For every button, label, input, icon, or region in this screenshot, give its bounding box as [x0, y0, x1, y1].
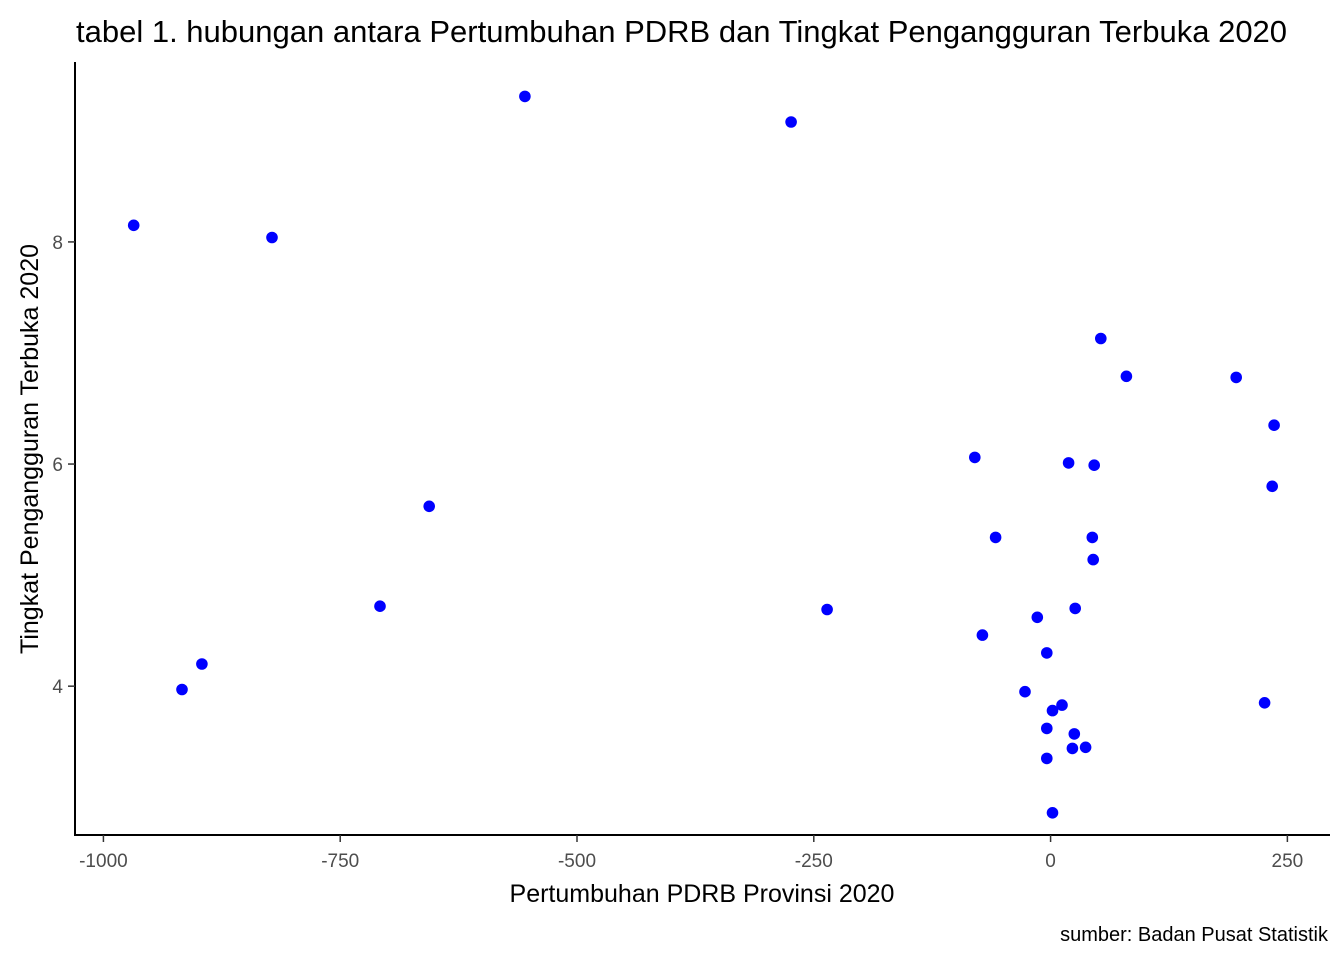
scatter-point — [266, 231, 278, 244]
scatter-point — [1258, 697, 1271, 709]
scatter-point — [1056, 699, 1068, 711]
scatter-point — [1046, 704, 1059, 717]
scatter-point — [1066, 742, 1079, 755]
scatter-point — [821, 603, 833, 616]
plot-area — [127, 90, 1280, 819]
scatter-point — [1041, 752, 1053, 765]
scatter-point — [1062, 457, 1075, 469]
scatter-point — [176, 683, 188, 696]
y-tick-label: 8 — [52, 233, 63, 254]
scatter-point — [989, 531, 1002, 544]
x-tick-label: -250 — [795, 851, 833, 872]
scatter-point — [1068, 728, 1081, 740]
x-tick-label: 0 — [1045, 851, 1056, 872]
y-tick-label: 6 — [52, 455, 63, 476]
scatter-point — [1088, 459, 1100, 472]
x-tick-label: -1000 — [79, 851, 128, 872]
scatter-point — [374, 600, 386, 612]
y-axis-ticks: 4 6 8 — [52, 233, 75, 698]
scatter-point — [1041, 722, 1053, 735]
x-tick-label: -500 — [558, 851, 596, 872]
scatter-point — [785, 116, 797, 128]
x-axis-title: Pertumbuhan PDRB Provinsi 2020 — [510, 880, 895, 908]
scatter-point — [519, 90, 531, 103]
scatter-point — [423, 500, 436, 513]
chart-title: tabel 1. hubungan antara Pertumbuhan PDR… — [76, 14, 1287, 49]
x-tick-label: -750 — [321, 851, 359, 872]
x-tick-label: 250 — [1272, 851, 1304, 872]
y-tick-label: 4 — [52, 677, 63, 698]
scatter-point — [1041, 647, 1053, 659]
scatter-point — [1019, 685, 1031, 698]
scatter-point — [976, 629, 989, 641]
scatter-point — [127, 219, 140, 232]
scatter-point — [1120, 370, 1133, 383]
scatter-point — [1268, 419, 1280, 432]
scatter-point — [1031, 611, 1044, 624]
chart-caption: sumber: Badan Pusat Statistik — [1060, 924, 1329, 946]
scatter-point — [969, 451, 981, 464]
scatter-point — [1069, 602, 1081, 615]
scatter-point — [1230, 371, 1242, 384]
scatter-point — [1086, 531, 1099, 544]
scatter-point — [1079, 741, 1092, 754]
scatter-point — [196, 658, 208, 670]
x-axis-ticks: -1000 -750 -500 -250 0 250 — [79, 835, 1303, 872]
scatter-point — [1046, 807, 1059, 819]
scatter-point — [1266, 480, 1278, 493]
scatter-point — [1095, 332, 1107, 345]
y-axis-title: Tingkat Pengangguran Terbuka 2020 — [16, 244, 44, 654]
scatter-point — [1087, 553, 1099, 566]
